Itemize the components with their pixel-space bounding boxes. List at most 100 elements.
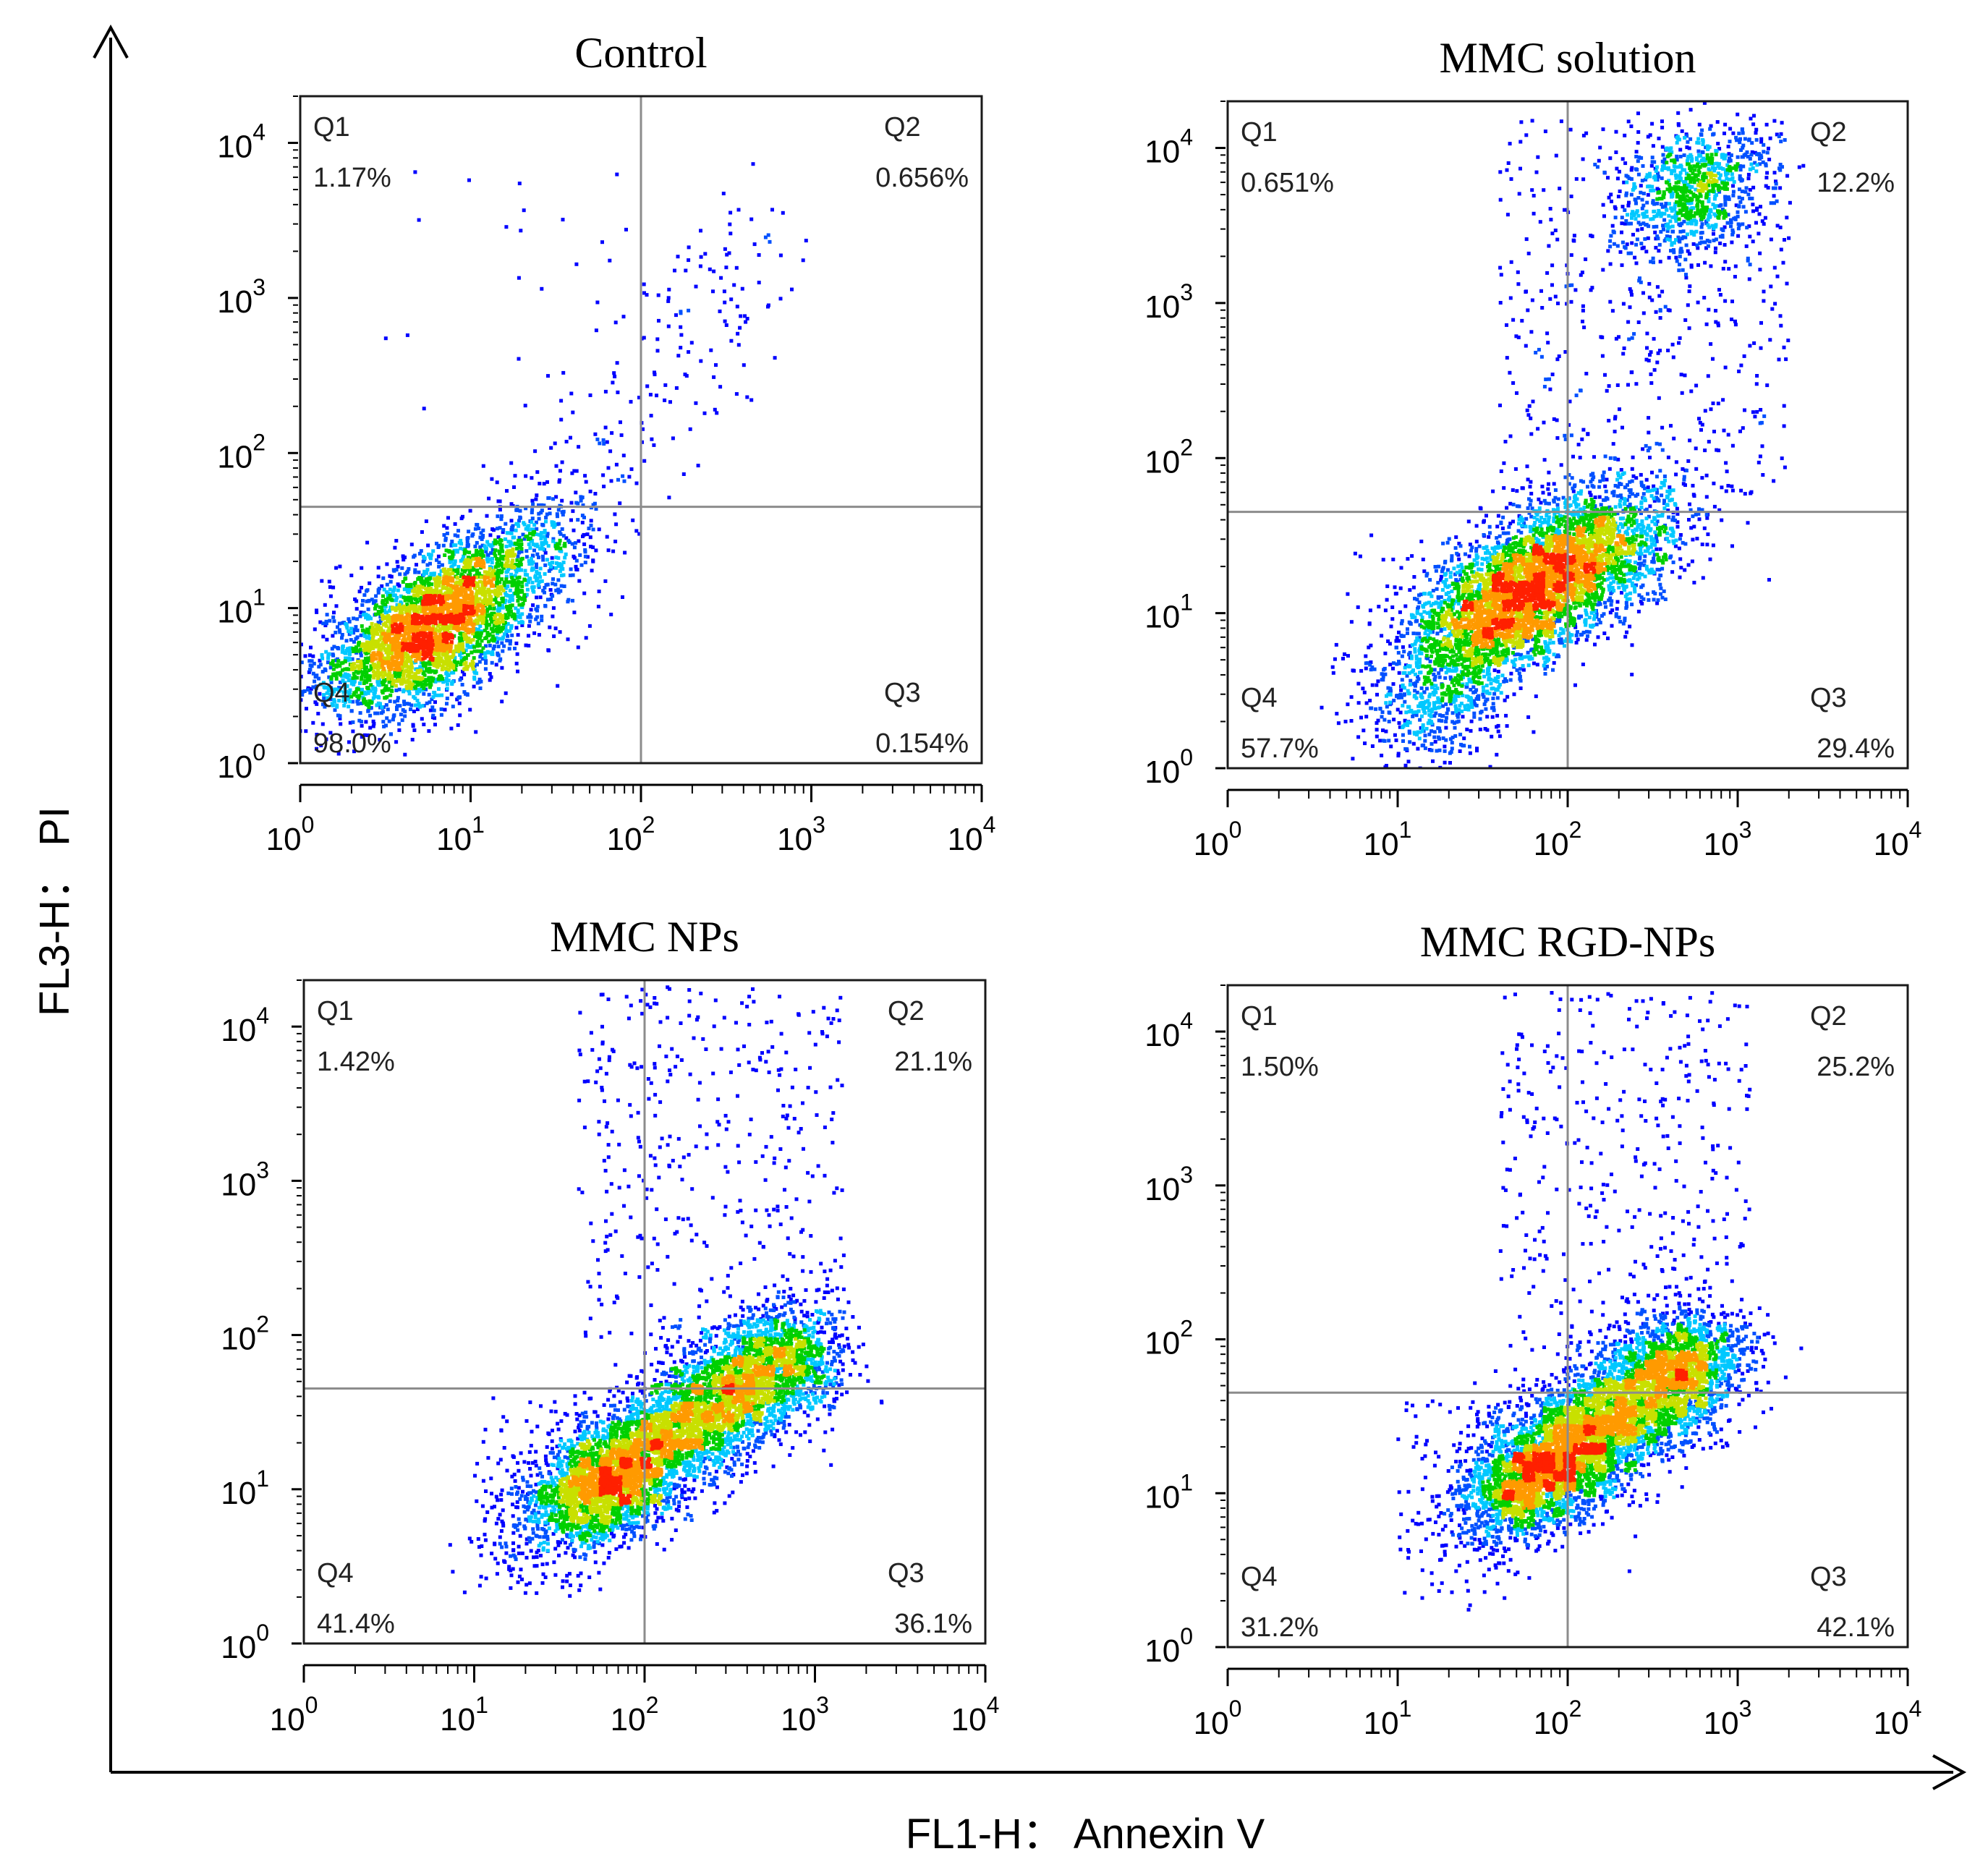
event-dot <box>366 656 370 660</box>
event-dot <box>315 702 319 706</box>
event-dot <box>608 258 612 263</box>
event-dot <box>475 540 479 545</box>
event-dot <box>519 229 523 233</box>
event-dot <box>1784 357 1788 362</box>
panel-title: MMC solution <box>1439 34 1696 82</box>
event-dot <box>396 654 399 658</box>
event-dot <box>487 587 490 592</box>
event-dot <box>1772 265 1777 270</box>
event-dot <box>365 640 369 645</box>
event-dot <box>432 631 436 636</box>
event-dot <box>331 634 335 638</box>
event-dot <box>1362 690 1367 694</box>
event-dot <box>535 562 538 566</box>
event-dot <box>471 629 475 633</box>
event-dot <box>526 527 530 532</box>
event-dot <box>1550 263 1555 268</box>
event-dot <box>481 464 485 468</box>
event-dot <box>535 615 539 619</box>
event-dot <box>535 569 539 574</box>
event-dot <box>389 597 394 602</box>
event-dot <box>1614 129 1618 134</box>
event-dot <box>588 489 592 493</box>
event-dot <box>1726 433 1730 437</box>
event-dot <box>1466 519 1471 524</box>
event-dot <box>442 652 446 657</box>
event-dot <box>1573 288 1578 292</box>
event-dot <box>535 608 540 613</box>
event-dot <box>634 481 639 485</box>
event-dot <box>558 546 563 550</box>
event-dot <box>497 629 501 634</box>
event-dot <box>1576 637 1580 642</box>
event-dot <box>469 663 473 667</box>
event-dot <box>375 626 379 630</box>
event-dot <box>1563 208 1566 212</box>
event-dot <box>444 644 449 648</box>
event-dot <box>1773 302 1777 306</box>
event-dot <box>380 711 383 715</box>
event-dot <box>475 639 480 644</box>
event-dot <box>538 482 542 485</box>
event-dot <box>410 647 415 651</box>
event-dot <box>412 608 416 613</box>
event-dot <box>417 705 422 709</box>
event-dot <box>393 667 397 671</box>
event-dot <box>605 535 609 539</box>
event-dot <box>1759 140 1764 144</box>
event-dot <box>1620 590 1623 595</box>
event-dot <box>453 522 457 526</box>
event-dot <box>1711 543 1715 548</box>
event-dot <box>1581 663 1585 666</box>
event-dot <box>544 519 548 524</box>
event-dot <box>313 679 317 684</box>
event-dot <box>515 508 519 512</box>
event-dot <box>344 639 349 643</box>
event-dot <box>679 346 683 350</box>
event-dot <box>1678 148 1683 152</box>
event-dot <box>1713 250 1717 255</box>
event-dot <box>1467 554 1471 558</box>
event-dot <box>1504 713 1508 718</box>
event-dot <box>420 618 424 622</box>
event-dot <box>441 639 446 643</box>
event-dot <box>338 673 342 677</box>
event-dot <box>414 655 418 658</box>
event-dot <box>1526 715 1531 719</box>
event-dot <box>431 676 436 681</box>
event-dot <box>483 585 487 590</box>
event-dot <box>496 499 501 503</box>
event-dot <box>457 616 462 621</box>
event-dot <box>366 691 370 695</box>
event-dot <box>516 633 520 637</box>
event-dot <box>497 563 501 566</box>
event-dot <box>505 489 509 493</box>
event-dot <box>438 589 443 593</box>
event-dot <box>1383 608 1388 613</box>
event-dot <box>387 719 391 723</box>
event-dot <box>1334 642 1338 647</box>
event-dot <box>1769 284 1773 289</box>
event-dot <box>403 572 407 577</box>
event-dot <box>422 583 426 587</box>
event-dot <box>446 673 451 678</box>
event-dot <box>527 537 530 541</box>
event-dot <box>496 574 501 578</box>
event-dot <box>551 594 555 598</box>
event-dot <box>445 697 449 700</box>
event-dot <box>365 627 369 631</box>
event-dot <box>524 474 528 478</box>
event-dot <box>419 609 423 613</box>
event-dot <box>1458 749 1462 753</box>
event-dot <box>532 523 537 527</box>
event-dot <box>1380 634 1384 638</box>
event-dot <box>1754 127 1759 132</box>
event-dot <box>1388 663 1393 667</box>
event-dot <box>397 661 401 665</box>
event-dot <box>1747 224 1751 229</box>
event-dot <box>485 607 490 611</box>
event-dot <box>1601 268 1605 272</box>
event-dot <box>391 718 395 722</box>
event-dot <box>1730 484 1734 488</box>
event-dot <box>1751 185 1756 190</box>
